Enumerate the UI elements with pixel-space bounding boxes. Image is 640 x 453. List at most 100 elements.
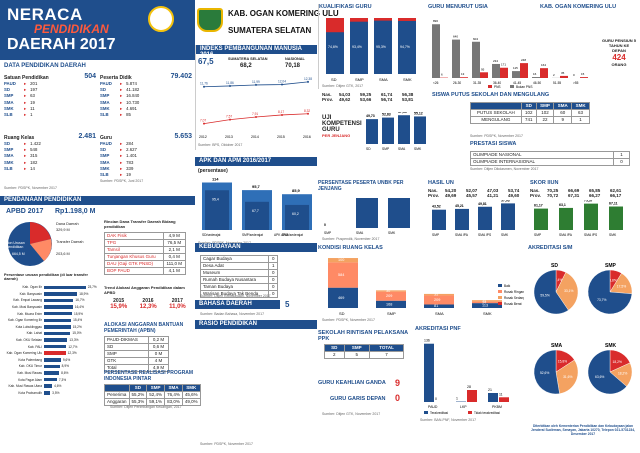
pie-slice-label: 15,8%	[558, 359, 567, 363]
garis-value: 0	[395, 393, 401, 403]
apm-bar	[245, 201, 269, 230]
urusan-label: Kota Palembang	[18, 357, 42, 362]
usia-pns-label: 6	[441, 73, 443, 77]
row-arrow-icon: ▸	[24, 147, 27, 153]
table-row: Penerima 55,2% 52,4% 76,4% 45,6%	[104, 391, 201, 399]
pie-slice	[555, 359, 579, 394]
urusan-label: Kab. Musi Rawas	[17, 371, 42, 376]
row-value: 63	[30, 93, 35, 99]
ipm-value-label: 8,32	[304, 109, 310, 113]
skor-x-tick: SMP	[534, 233, 542, 237]
row-arrow-icon: ▸	[120, 99, 123, 105]
ukg-value-label: 49,73	[366, 114, 375, 118]
prov-row: Prov. 49,62 53,66 56,74 53,81	[322, 97, 430, 102]
title-daerah: DAERAH 2017	[7, 36, 116, 53]
urusan-label: Kab. Banyuasin	[19, 291, 42, 296]
nas-value: 65,85	[589, 188, 601, 193]
kual-value-label: 95,3%	[376, 45, 386, 49]
urusan-bar	[44, 298, 74, 303]
ipm-value-label: 11,99	[252, 80, 260, 84]
block-row: SD ▸ 1.422	[4, 141, 96, 147]
kondisi-value-label: 34	[482, 299, 486, 303]
row-arrow-icon: ▸	[120, 147, 123, 153]
block-header: Satuan Pendidikan 504	[4, 73, 96, 81]
table-row: OLIMPIADE NASIONAL 1	[470, 151, 631, 159]
hasil-un-value-label: 43,52	[432, 205, 441, 209]
ukg-value-label: 57,55	[398, 112, 407, 114]
kondisi-x-tick: SMA	[435, 311, 444, 316]
block-label: Ruang Kelas	[4, 135, 35, 141]
apk-value-label: 95,7	[252, 184, 261, 189]
unbk-bar	[388, 198, 410, 228]
kondisi-section: KONDISI RUANG KELAS	[318, 245, 523, 251]
pie-slice	[587, 269, 633, 315]
nas-value: 54,20	[445, 188, 457, 193]
table-row: SD SMP TOTAL	[324, 344, 404, 352]
akreditasi-pies: SD 7,4% 33,1% 59,5% SMP 8,8%17,5% 73,7% SMA 15,8…	[533, 263, 633, 395]
urusan-bar	[44, 384, 53, 388]
kual-x-tick: SMA	[379, 77, 388, 82]
pnf-ter-label: 136	[424, 339, 430, 343]
ukg-value-label: 52,83	[382, 113, 391, 117]
trend-year: 2016	[142, 298, 154, 304]
urusan-value: 12,3%	[67, 351, 77, 356]
kondisi-value-label: 168	[386, 302, 392, 306]
pie-slice-label: 18,2%	[618, 372, 627, 376]
table-cell: 4,9 M	[162, 232, 187, 240]
ukg-nas-prov: Nas. 54,03 59,25 61,74 56,38 Prov. 49,62 53,66 5…	[322, 92, 430, 102]
usia-pns-label: 15	[581, 72, 585, 76]
pnf-tidak-label: 11	[499, 392, 503, 396]
usia-bar-pns	[580, 77, 588, 78]
table-cell: Cagar Budaya	[199, 255, 270, 263]
hasil-un-bar-chart: 43,52 SMP 45,21 SMA IPA 49,81 SMA IPS 57,03 SMK	[432, 200, 515, 237]
urusan-label: Kab. Empat Lawang	[13, 298, 42, 303]
hasil-un-bar	[455, 208, 469, 230]
unbk-bar-chart: 0 SMP 100 SMA 100 SMK	[324, 196, 410, 235]
table-cell: TOTAL	[369, 344, 404, 352]
pnf-legend-swatch	[424, 411, 428, 414]
row-value: 201	[30, 81, 38, 86]
keahlian-label: GURU KEAHLIAN GANDA	[318, 380, 386, 386]
kondisi-value-label: 35	[434, 293, 438, 297]
urusan-bar	[44, 391, 51, 395]
urusan-label: Kab. Muara Enim	[17, 311, 42, 316]
kebudayaan-table: Cagar Budaya 0 Desa Adat 1 Museum 0 Rumah Buda…	[199, 255, 278, 298]
apm-value-label: 60,2	[292, 212, 299, 216]
urusan-value: 4,6%	[54, 384, 62, 389]
row-value: 14	[30, 165, 35, 171]
row-label: SLB	[4, 112, 13, 118]
block-row: SMP ▸ 16.840	[100, 93, 192, 99]
trend-years: 2015 2016 2017	[104, 298, 192, 304]
urusan-label: Kab. Musi Banyuasin	[12, 305, 42, 310]
row-label: SLB	[100, 112, 109, 118]
usia-legend-pns-swatch	[488, 85, 492, 88]
usia-pns-label: 171	[501, 63, 506, 67]
row-arrow-icon: ▸	[24, 141, 27, 146]
kual-bar-s1	[350, 21, 368, 74]
block-row: PAUD ▸ 201	[4, 81, 96, 87]
table-cell: 1	[612, 151, 631, 159]
table-row: BOP PAUD 4,1 M	[104, 267, 187, 275]
usia-bar-pns	[500, 67, 508, 78]
trend-value: 15,9%	[110, 304, 128, 310]
table-cell: SD	[128, 384, 148, 392]
row-label: SMP	[4, 93, 14, 99]
block-row: SMA ▸ 783	[100, 160, 192, 166]
urusan-row: Kab. Banyuasin 18,9%	[4, 291, 99, 298]
pnf-bar-tidak	[499, 397, 509, 402]
row-value: 315	[30, 153, 38, 159]
urusan-value: 13,3%	[69, 338, 79, 343]
pie-slice-label: 52,6%	[540, 371, 549, 375]
nas-value: 66,69	[568, 188, 580, 193]
usia-non-label: 896	[433, 19, 438, 23]
transfer-label: Transfer Daerah	[56, 240, 84, 244]
prov-value: 66,17	[610, 193, 622, 198]
kemendikbud-logo-icon	[148, 6, 174, 32]
footer-publisher: Diterbitkan oleh Kementerian Pendidikan …	[530, 424, 636, 436]
urusan-row: Kab. Musi Rawas Utara 4,6%	[4, 383, 99, 390]
kondisi-value-label: 584	[338, 273, 344, 277]
block-row: SMP ▸ 1.401	[100, 153, 192, 159]
nas-value: 54,03	[339, 92, 351, 97]
row-arrow-icon: ▸	[24, 105, 27, 111]
